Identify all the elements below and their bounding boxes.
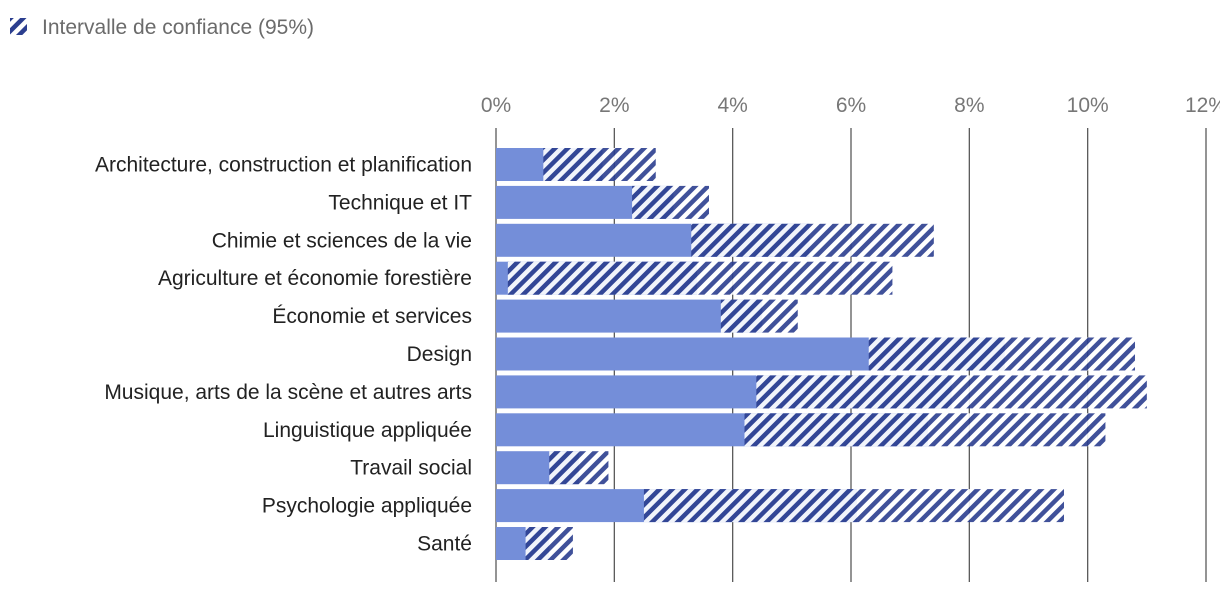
category-label: Psychologie appliquée [262, 495, 472, 518]
category-label: Chimie et sciences de la vie [212, 229, 472, 252]
confidence-interval [525, 527, 573, 560]
confidence-interval [507, 261, 893, 295]
category-label: Économie et services [272, 305, 472, 328]
x-tick-label: 8% [954, 94, 984, 117]
x-axis-ticks: 0% 2% 4% 6% 8% 10% 12% [481, 94, 1220, 117]
category-label: Travail social [350, 457, 472, 480]
x-tick-label: 0% [481, 94, 511, 117]
x-tick-label: 10% [1067, 94, 1109, 117]
category-label: Santé [417, 533, 472, 556]
confidence-interval [744, 413, 1106, 447]
category-label: Agriculture et économie forestière [158, 267, 472, 290]
category-label: Architecture, construction et planificat… [95, 154, 472, 177]
category-label: Technique et IT [328, 191, 472, 214]
confidence-interval [549, 451, 609, 485]
confidence-interval [632, 185, 709, 219]
confidence-interval [691, 223, 934, 257]
confidence-interval [868, 337, 1135, 371]
category-label: Linguistique appliquée [263, 419, 472, 442]
category-labels: Architecture, construction et planificat… [95, 154, 472, 556]
category-label: Design [407, 343, 472, 366]
confidence-interval [543, 148, 656, 181]
legend: Intervalle de confiance (95%) [10, 16, 314, 39]
x-tick-label: 4% [717, 94, 747, 117]
confidence-interval [643, 489, 1064, 523]
bar [496, 299, 763, 333]
confidence-interval [720, 299, 798, 333]
x-tick-label: 6% [836, 94, 866, 117]
confidence-interval [756, 375, 1147, 409]
legend-label: Intervalle de confiance (95%) [42, 16, 314, 39]
category-label: Musique, arts de la scène et autres arts [104, 381, 472, 404]
legend-swatch [10, 18, 27, 35]
x-tick-label: 12% [1185, 94, 1220, 117]
confidence-intervals [507, 148, 1147, 560]
x-tick-label: 2% [599, 94, 629, 117]
